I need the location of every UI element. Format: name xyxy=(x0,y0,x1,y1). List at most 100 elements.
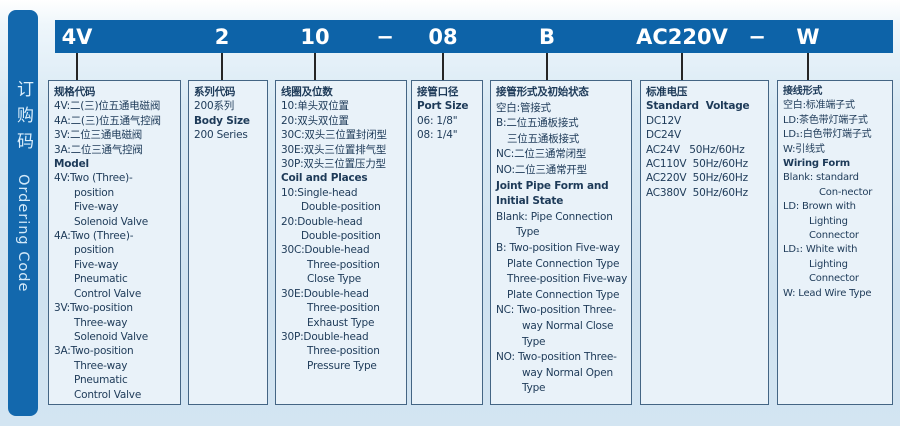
spec-line: 10:Single-head xyxy=(281,186,358,199)
spec-line: Type xyxy=(522,335,546,348)
spec-line: Double-position xyxy=(301,230,381,243)
spec-line: NO:二位三通常开型 xyxy=(496,163,587,176)
spec-line: 10:单头双位置 xyxy=(281,100,349,113)
spec-line: 接管形式及初始状态 xyxy=(496,86,589,98)
spec-line: 20:Double-head xyxy=(281,215,363,228)
spec-line: Body Size xyxy=(194,114,250,127)
spec-line: Joint Pipe Form and xyxy=(496,179,609,192)
spec-line: NO: Two-position Three- xyxy=(496,351,617,364)
spec-line: Five-way xyxy=(74,258,119,271)
column-model-box: 规格代码 4V:二(三)位五通电磁阀 4A:二(三)位五通气控阀 3V:二位三通电磁阀… xyxy=(48,80,181,405)
spec-line: Standard Voltage xyxy=(646,100,750,113)
spec-line: Lighting xyxy=(809,258,848,270)
spec-line: 3V:二位三通电磁阀 xyxy=(54,129,143,142)
spec-line: 30E:Double-head xyxy=(281,287,369,300)
ordering-code-sidebar: 订购码 Ordering Code xyxy=(8,10,38,416)
spec-line: Close Type xyxy=(307,273,362,286)
spec-line: Pressure Type xyxy=(307,359,377,372)
spec-line: Connector xyxy=(809,230,859,242)
spec-line: 3A:二位三通气控阀 xyxy=(54,143,143,156)
column-voltage-box: 标准电压 Standard Voltage DC12V DC24V AC24V 50Hz… xyxy=(640,80,769,405)
spec-line: 线圈及位数 xyxy=(281,86,333,98)
spec-line: 30P:Double-head xyxy=(281,330,369,343)
code-segment-2: 2 xyxy=(214,25,230,49)
spec-line: Three-position xyxy=(307,302,380,315)
spec-line: AC220V 50Hz/60Hz xyxy=(646,172,748,185)
spec-line: 20:双头双位置 xyxy=(281,114,349,127)
spec-line: 30P:双头三位置压力型 xyxy=(281,158,386,171)
model-code-bar xyxy=(55,20,893,53)
spec-line: LD: Brown with xyxy=(783,201,856,213)
spec-line: 接管口径 xyxy=(417,86,459,98)
spec-line: Plate Connection Type xyxy=(507,288,620,301)
spec-line: NC:二位三通常闭型 xyxy=(496,148,587,161)
spec-line: 4A:Two (Three)- xyxy=(54,230,134,243)
column-joint-pipe-box: 接管形式及初始状态 空白:管接式 B:二位五通板接式 三位五通板接式 NC:二位三通常闭… xyxy=(490,80,632,405)
spec-line: AC24V 50Hz/60Hz xyxy=(646,143,745,156)
spec-line: way Normal Open xyxy=(522,366,613,379)
spec-line: Wiring Form xyxy=(783,158,851,170)
spec-line: 4V:二(三)位五通电磁阀 xyxy=(54,100,161,113)
spec-line: position xyxy=(74,244,114,257)
spec-line: 06: 1/8" xyxy=(417,114,458,127)
spec-line: Control Valve xyxy=(74,287,142,300)
spec-line: Three-position xyxy=(307,258,380,271)
spec-line: Three-way xyxy=(74,316,128,329)
code-segment-w: W xyxy=(796,25,820,49)
spec-line: Model xyxy=(54,158,89,171)
spec-line: 200 Series xyxy=(194,129,248,142)
spec-line: 08: 1/4" xyxy=(417,129,458,142)
spec-line: Three-position Five-way xyxy=(507,273,628,286)
connector-line xyxy=(314,53,316,81)
spec-line: Initial State xyxy=(496,195,564,208)
spec-line: W: Lead Wire Type xyxy=(783,287,872,299)
code-separator-dash: − xyxy=(376,25,394,49)
spec-line: 接线形式 xyxy=(783,86,823,97)
spec-line: Connector xyxy=(809,273,859,285)
spec-line: Type xyxy=(516,226,540,239)
spec-line: Plate Connection Type xyxy=(507,257,620,270)
spec-line: DC12V xyxy=(646,114,681,127)
spec-line: 规格代码 xyxy=(54,86,96,98)
spec-line: Solenoid Valve xyxy=(74,215,149,228)
spec-line: 30E:双头三位置排气型 xyxy=(281,143,387,156)
spec-line: W:引线式 xyxy=(783,143,825,155)
spec-line: Blank: standard xyxy=(783,172,859,184)
spec-line: Pneumatic xyxy=(74,374,128,387)
connector-line xyxy=(681,53,683,81)
spec-line: Three-way xyxy=(74,359,128,372)
spec-line: Control Valve xyxy=(74,388,142,401)
spec-line: Exhaust Type xyxy=(307,316,375,329)
spec-line: position xyxy=(74,186,114,199)
column-port-size-box: 接管口径 Port Size 06: 1/8" 08: 1/4" xyxy=(411,80,483,405)
spec-line: 4V:Two (Three)- xyxy=(54,172,133,185)
spec-line: way Normal Close xyxy=(522,319,614,332)
spec-line: 标准电压 xyxy=(646,86,688,98)
code-segment-10: 10 xyxy=(300,25,330,49)
spec-line: Port Size xyxy=(417,100,469,113)
spec-line: 3V:Two-position xyxy=(54,302,133,315)
spec-line: 3A:Two-position xyxy=(54,345,134,358)
spec-line: 空白:标准端子式 xyxy=(783,100,855,112)
column-coil-places-box: 线圈及位数 10:单头双位置 20:双头双位置 30C:双头三位置封闭型 30E:双头三… xyxy=(275,80,407,405)
spec-line: LD₁:白色带灯端子式 xyxy=(783,129,872,141)
spec-line: Five-way xyxy=(74,201,119,214)
spec-line: AC380V 50Hz/60Hz xyxy=(646,186,748,199)
sidebar-title-chinese: 订购码 xyxy=(13,80,33,158)
spec-line: 4A:二(三)位五通气控阀 xyxy=(54,114,161,127)
spec-line: DC24V xyxy=(646,129,681,142)
code-segment-ac220v: AC220V xyxy=(636,25,728,49)
spec-line: 三位五通板接式 xyxy=(507,132,580,145)
spec-line: 空白:管接式 xyxy=(496,101,551,114)
spec-line: Coil and Places xyxy=(281,172,368,185)
code-segment-b: B xyxy=(538,25,556,49)
spec-line: Pneumatic xyxy=(74,273,128,286)
spec-line: AC110V 50Hz/60Hz xyxy=(646,158,748,171)
code-separator-dash: − xyxy=(748,25,766,49)
spec-line: 30C:Double-head xyxy=(281,244,370,257)
spec-line: 200系列 xyxy=(194,100,235,113)
code-segment-08: 08 xyxy=(428,25,458,49)
connector-line xyxy=(76,53,78,81)
spec-line: Double-position xyxy=(301,201,381,214)
